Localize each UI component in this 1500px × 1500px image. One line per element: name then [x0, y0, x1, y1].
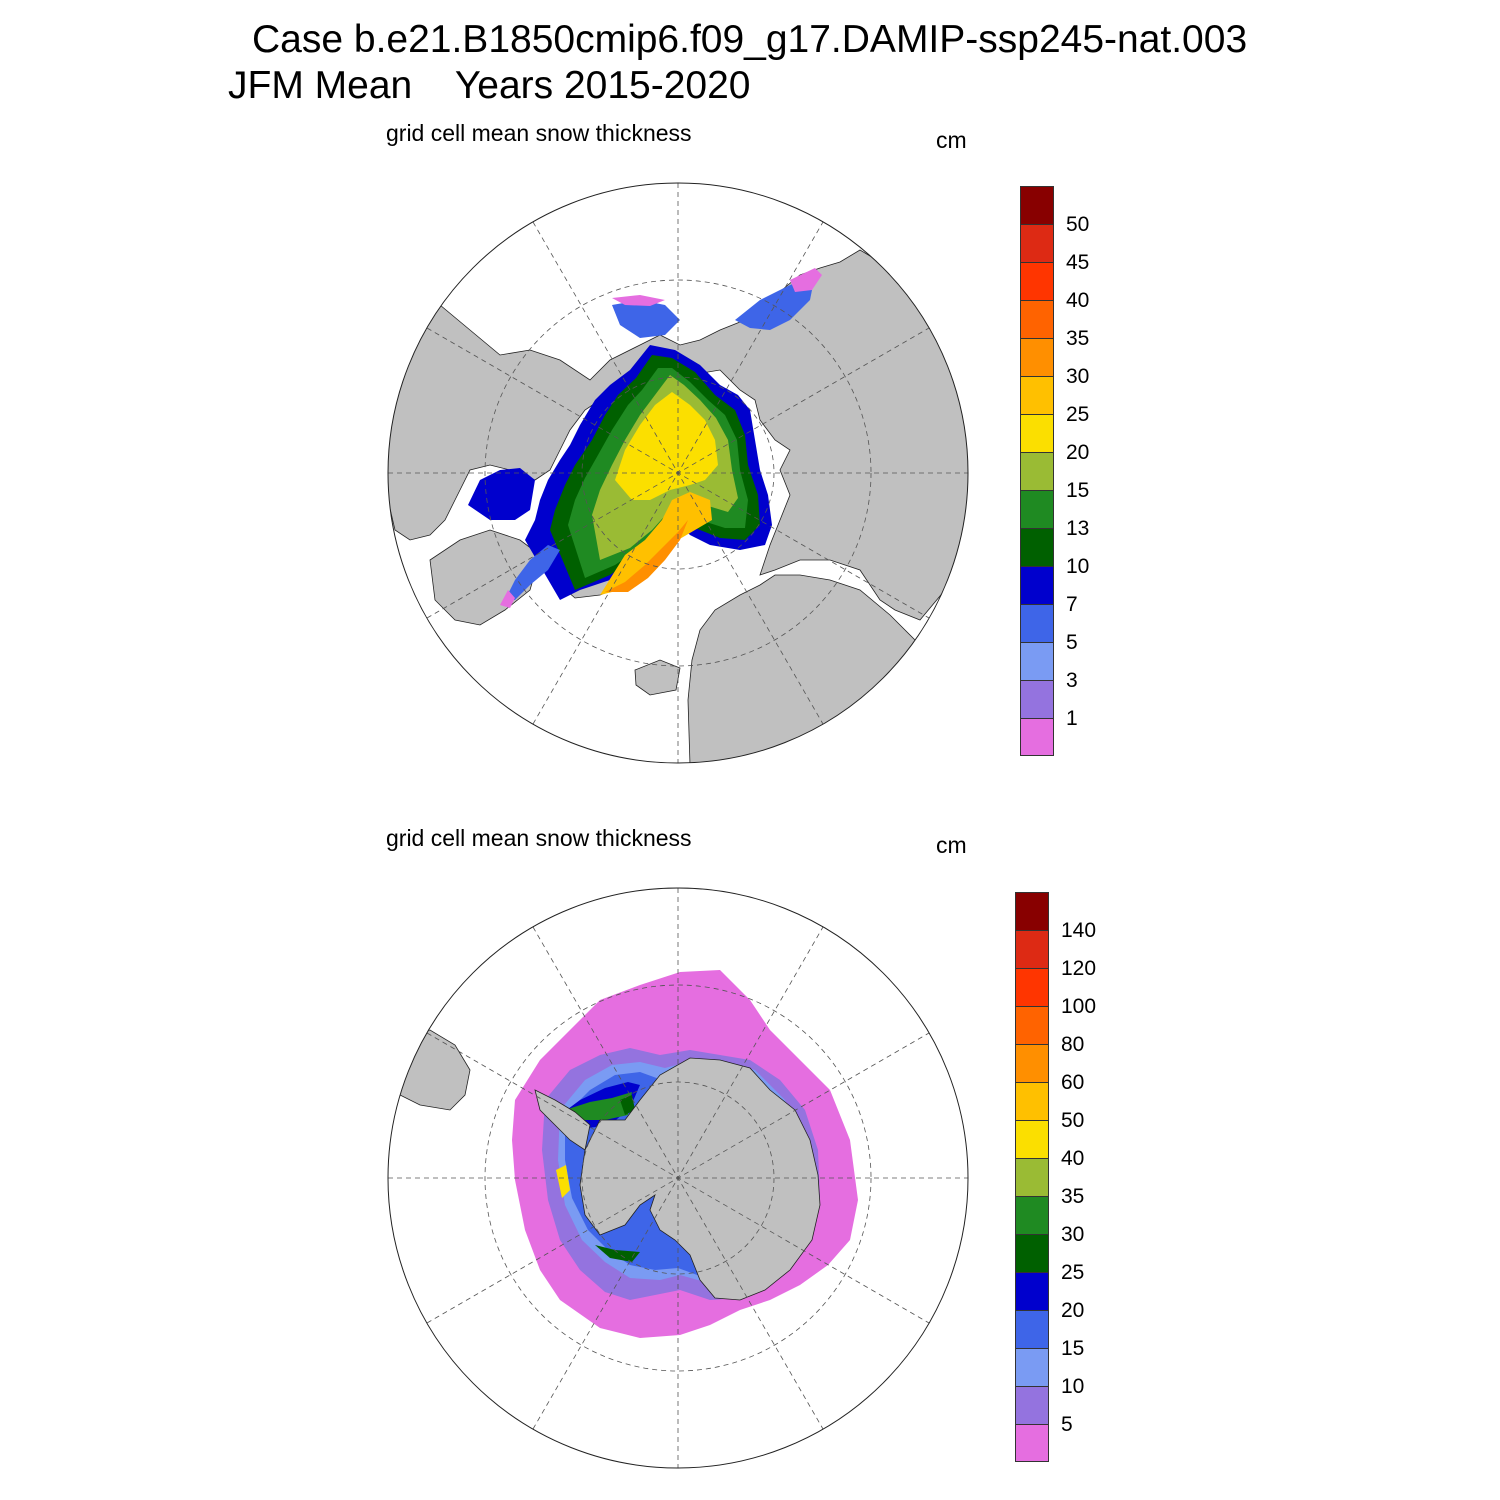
north-land-asia	[388, 249, 968, 621]
colorbar-tick-label: 40	[1061, 1147, 1085, 1170]
colorbar-tick-label: 80	[1061, 1033, 1085, 1056]
colorbar-swatch	[1020, 224, 1054, 262]
colorbar-swatch	[1015, 1120, 1049, 1158]
north-ice-bering	[612, 300, 680, 338]
colorbar-swatch	[1020, 338, 1054, 376]
colorbar-swatch	[1020, 300, 1054, 338]
colorbar-tick-label: 60	[1061, 1071, 1085, 1094]
colorbar-tick-label: 15	[1066, 479, 1090, 502]
north-map-border	[387, 182, 969, 764]
colorbar-tick-label: 100	[1061, 995, 1097, 1018]
figure-title-period: JFM Mean Years 2015-2020	[228, 64, 751, 107]
colorbar-tick-label: 20	[1066, 441, 1090, 464]
north-ice-25-30	[600, 492, 712, 595]
colorbar-swatch	[1015, 1044, 1049, 1082]
colorbar-tick-label: 10	[1061, 1375, 1085, 1398]
colorbar-tick-label: 10	[1066, 555, 1090, 578]
colorbar-tick-label: 20	[1061, 1299, 1085, 1322]
north-polar-map	[388, 183, 968, 763]
colorbar-tick-label: 35	[1061, 1185, 1085, 1208]
colorbar-tick-label: 45	[1066, 251, 1090, 274]
colorbar-swatch	[1015, 1310, 1049, 1348]
colorbar-swatch	[1020, 642, 1054, 680]
colorbar-swatch	[1015, 1082, 1049, 1120]
colorbar-swatch	[1020, 718, 1054, 756]
colorbar-swatch	[1015, 968, 1049, 1006]
colorbar-tick-label: 140	[1061, 919, 1097, 942]
colorbar-tick-label: 7	[1066, 593, 1078, 616]
colorbar-swatch	[1020, 604, 1054, 642]
south-ice-green	[565, 1092, 632, 1120]
colorbar-tick-label: 25	[1061, 1261, 1085, 1284]
colorbar-tick-label: 40	[1066, 289, 1090, 312]
colorbar-swatch	[1015, 1006, 1049, 1044]
south-polar-map	[388, 888, 968, 1468]
south-ice-darkgreen	[620, 1095, 635, 1115]
colorbar-tick-label: 13	[1066, 517, 1090, 540]
colorbar-tick-label: 50	[1061, 1109, 1085, 1132]
colorbar-swatch	[1015, 1272, 1049, 1310]
colorbar-tick-label: 50	[1066, 213, 1090, 236]
colorbar-tick-label: 120	[1061, 957, 1097, 980]
colorbar-swatch	[1020, 452, 1054, 490]
colorbar-swatch	[1015, 1348, 1049, 1386]
colorbar-swatch	[1020, 376, 1054, 414]
north-ice-30-35	[605, 520, 688, 592]
south-land-peninsula	[534, 1089, 591, 1151]
colorbar-swatch	[1015, 1158, 1049, 1196]
north-ice-labrador-pink	[500, 590, 515, 608]
south-land-antarctica	[579, 1057, 821, 1301]
colorbar-swatch	[1020, 528, 1054, 566]
colorbar-tick-label: 15	[1061, 1337, 1085, 1360]
panel-south-label: grid cell mean snow thickness	[386, 825, 692, 851]
colorbar-tick-label: 5	[1061, 1413, 1073, 1436]
colorbar-swatch	[1020, 186, 1054, 224]
north-ice-hudson	[468, 468, 535, 520]
south-ice-ross-green	[595, 1245, 640, 1262]
south-map-border	[387, 887, 969, 1469]
colorbar-swatch	[1015, 1234, 1049, 1272]
colorbar-swatch	[1015, 1196, 1049, 1234]
north-land-iceland	[634, 659, 681, 696]
colorbar-tick-label: 1	[1066, 707, 1078, 730]
north-ice-labrador	[505, 545, 560, 600]
colorbar-tick-label: 3	[1066, 669, 1078, 692]
colorbar-tick-label: 35	[1066, 327, 1090, 350]
north-ice-okhotsk-pink	[790, 268, 822, 292]
colorbar-tick-label: 30	[1066, 365, 1090, 388]
south-ice-peninsula-yellow	[556, 1165, 570, 1198]
figure-title-case: Case b.e21.B1850cmip6.f09_g17.DAMIP-ssp2…	[252, 18, 1248, 61]
colorbar-swatch	[1020, 262, 1054, 300]
panel-north-units: cm	[936, 127, 967, 153]
colorbar-swatch	[1020, 490, 1054, 528]
panel-south-units: cm	[936, 832, 967, 858]
colorbar-swatch	[1015, 1386, 1049, 1424]
colorbar-tick-label: 25	[1066, 403, 1090, 426]
colorbar-tick-label: 30	[1061, 1223, 1085, 1246]
colorbar-swatch	[1015, 930, 1049, 968]
north-ice-bering-pink	[612, 295, 665, 306]
colorbar-swatch	[1020, 680, 1054, 718]
colorbar-swatch	[1020, 566, 1054, 604]
colorbar-tick-label: 5	[1066, 631, 1078, 654]
colorbar-swatch	[1020, 414, 1054, 452]
panel-north-label: grid cell mean snow thickness	[386, 120, 692, 146]
colorbar-swatch	[1015, 892, 1049, 930]
colorbar-swatch	[1015, 1424, 1049, 1462]
